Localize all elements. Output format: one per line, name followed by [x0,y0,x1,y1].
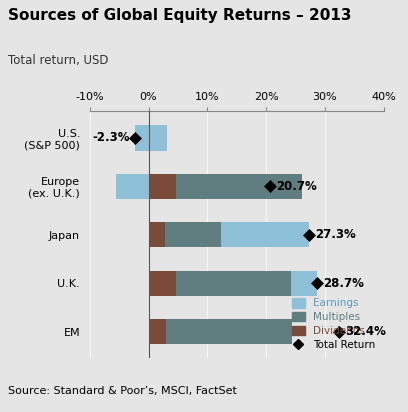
Text: 20.7%: 20.7% [276,180,317,193]
Bar [166,319,292,344]
Bar [149,174,176,199]
Bar [116,174,149,199]
Bar [176,174,302,199]
Text: Source: Standard & Poor’s, MSCI, FactSet: Source: Standard & Poor’s, MSCI, FactSet [8,386,237,396]
Bar [158,125,167,150]
Bar [290,271,317,296]
Bar [149,271,176,296]
Bar [149,222,165,248]
Bar [149,319,195,344]
Text: 32.4%: 32.4% [345,325,386,338]
Text: Total return, USD: Total return, USD [8,54,109,67]
Legend: Earnings, Multiples, Dividends, Total Return: Earnings, Multiples, Dividends, Total Re… [289,295,378,353]
Text: Sources of Global Equity Returns – 2013: Sources of Global Equity Returns – 2013 [8,8,352,23]
Bar [176,271,290,296]
Bar [149,319,166,344]
Bar [149,125,158,150]
Text: 28.7%: 28.7% [323,277,364,290]
Text: 27.3%: 27.3% [315,228,355,241]
Bar [165,222,221,248]
Bar [221,222,309,248]
Bar [135,125,167,150]
Text: -2.3%: -2.3% [93,131,130,144]
